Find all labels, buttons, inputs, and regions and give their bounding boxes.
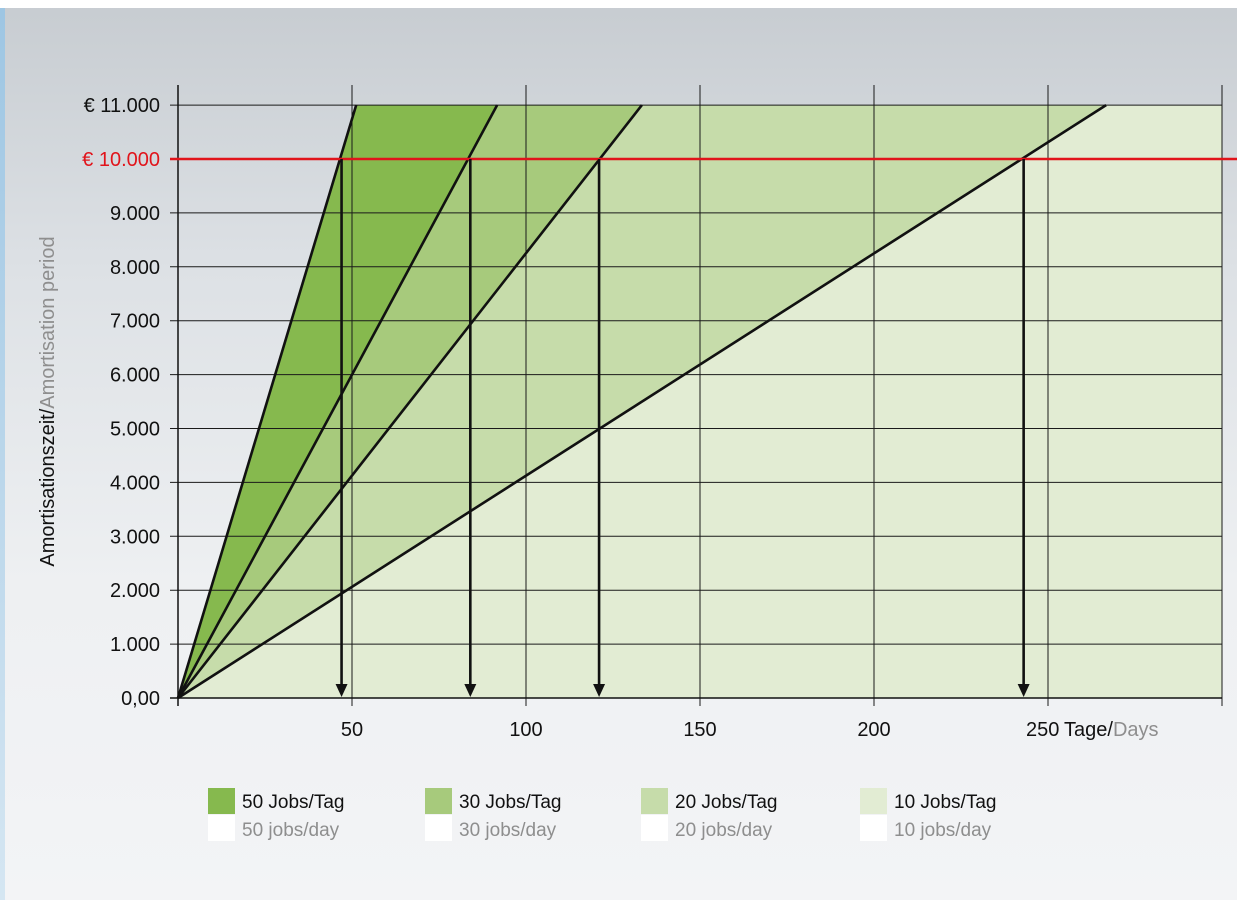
- break-even-arrow-head: [1017, 684, 1030, 697]
- y-tick-label: 2.000: [110, 580, 160, 602]
- left-accent-strip: [0, 8, 5, 900]
- legend-swatch-blank: [208, 815, 235, 841]
- legend-label: 30 Jobs/Tag: [459, 792, 561, 813]
- series-line-10: [177, 104, 1107, 700]
- top-border: [0, 0, 1237, 8]
- break-even-arrow-head: [464, 684, 477, 697]
- y-tick-label: 6.000: [110, 365, 160, 387]
- y-tick-label: 3.000: [110, 526, 160, 548]
- legend-swatch-blank: [860, 815, 887, 841]
- series-line-50: [176, 104, 358, 699]
- series-line-20: [176, 104, 643, 699]
- legend-swatch: [860, 788, 887, 814]
- legend-label: 10 Jobs/Tag: [894, 792, 996, 813]
- break-even-arrow-head: [593, 684, 606, 697]
- break-even-arrow-head: [335, 684, 348, 697]
- x-tick-labels: Tage/Days 50 100 150 200 250: [341, 719, 1159, 741]
- y-tick-label: 9.000: [110, 203, 160, 225]
- legend-label-en: 30 jobs/day: [459, 820, 557, 841]
- y-tick-label: € 11.000: [84, 95, 160, 117]
- series-lines-layer: [176, 104, 1107, 700]
- axes-layer: [170, 85, 1237, 706]
- legend-label-en: 10 jobs/day: [894, 820, 992, 841]
- x-tick-label: 50: [341, 719, 363, 741]
- x-tick-label: 250: [1026, 719, 1059, 741]
- y-tick-label: 0,00: [121, 688, 160, 710]
- y-label-primary: Amortisationszeit/: [37, 408, 59, 566]
- legend-label: 20 Jobs/Tag: [675, 792, 777, 813]
- y-label-secondary: Amortisation period: [37, 236, 59, 408]
- break-even-arrows-layer: [335, 159, 1030, 697]
- legend-swatch: [208, 788, 235, 814]
- series-line-30: [176, 104, 499, 699]
- y-tick-label: 4.000: [110, 472, 160, 494]
- x-axis-unit-label: Tage/Days: [1064, 719, 1159, 741]
- x-unit-primary: Tage/: [1064, 719, 1113, 741]
- y-axis-label: Amortisationszeit/Amortisation period: [37, 236, 59, 566]
- legend-label: 50 Jobs/Tag: [242, 792, 344, 813]
- legend-swatch: [641, 788, 668, 814]
- y-tick-label: 5.000: [110, 419, 160, 441]
- y-tick-label: 1.000: [110, 634, 160, 656]
- x-tick-label: 150: [683, 719, 716, 741]
- x-tick-label: 200: [857, 719, 890, 741]
- legend-swatch-blank: [425, 815, 452, 841]
- y-tick-labels: 0,00 1.000 2.000 3.000 4.000 5.000 6.000 7.000 8…: [82, 95, 160, 710]
- legend-swatch-blank: [641, 815, 668, 841]
- legend-label-en: 50 jobs/day: [242, 820, 340, 841]
- legend: 50 Jobs/Tag 50 jobs/day 30 Jobs/Tag 30 jobs…: [208, 788, 996, 841]
- x-tick-label: 100: [509, 719, 542, 741]
- y-tick-label: 8.000: [110, 257, 160, 279]
- grid-layer: [170, 85, 1223, 706]
- legend-label-en: 20 jobs/day: [675, 820, 773, 841]
- y-tick-label: 7.000: [110, 311, 160, 333]
- x-unit-secondary: Days: [1113, 719, 1159, 741]
- legend-swatch: [425, 788, 452, 814]
- y-tick-label: € 10.000: [82, 149, 160, 171]
